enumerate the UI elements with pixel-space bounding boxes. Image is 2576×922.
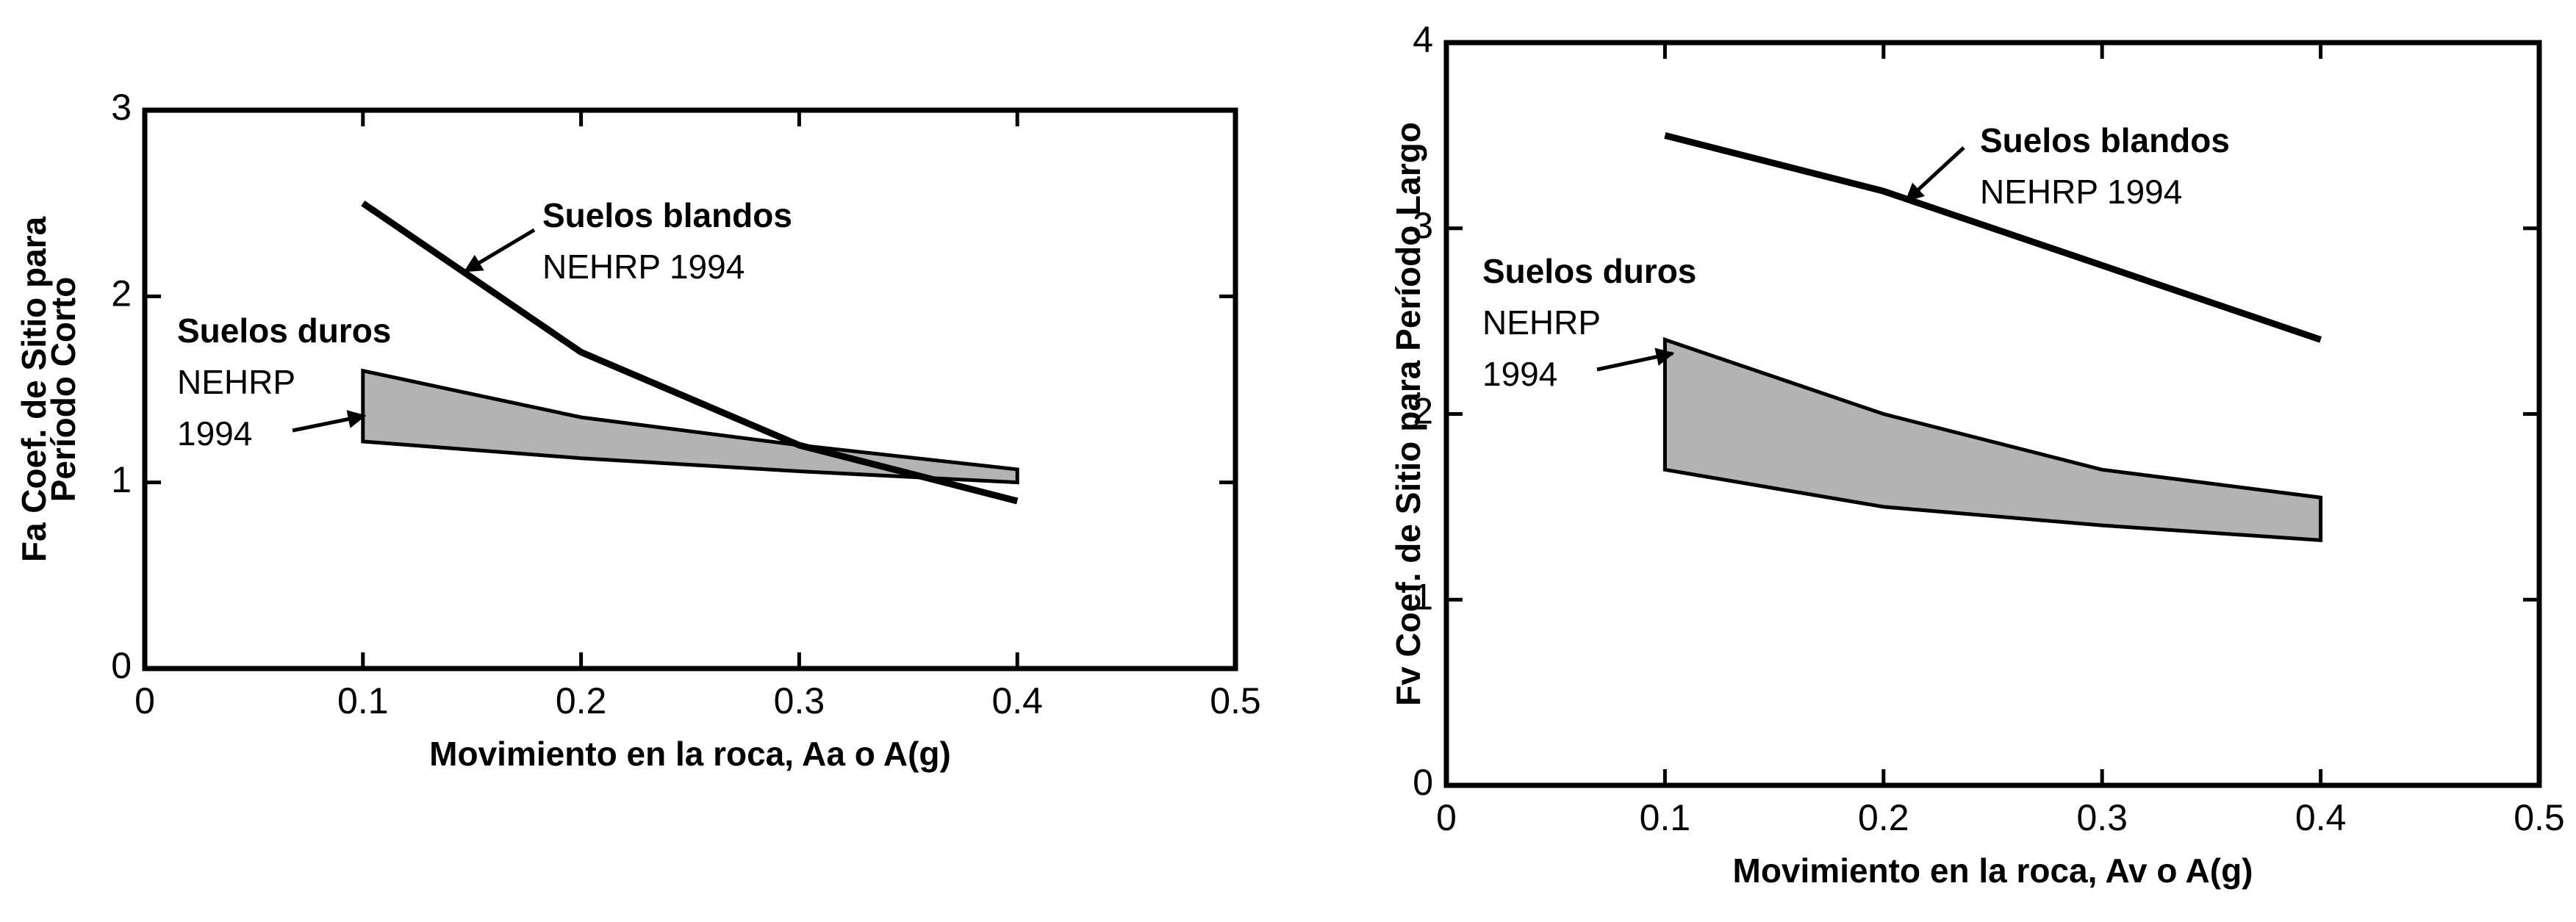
y-tick-label: 3 <box>111 87 132 128</box>
plot-frame <box>142 107 1238 671</box>
y-tick-label: 2 <box>1413 391 1433 432</box>
y-tick-label: 2 <box>111 273 132 314</box>
annotation: Suelos blandos <box>542 196 792 234</box>
x-tick-label: 0.2 <box>1858 797 1909 838</box>
x-tick-label: 0.4 <box>991 680 1043 721</box>
annotation-arrow <box>292 410 367 433</box>
x-tick-label: 0.1 <box>1640 797 1691 838</box>
y-axis-label: Período Corto <box>44 277 82 503</box>
line <box>1664 132 2322 343</box>
x-tick-label: 0.3 <box>774 680 825 721</box>
annotation: 1994 <box>177 414 252 453</box>
y-tick-label: 3 <box>1413 205 1433 246</box>
band <box>1662 336 2323 543</box>
x-tick-label: 0.4 <box>2295 797 2347 838</box>
x-tick-label: 0.5 <box>1210 680 1261 721</box>
line <box>361 200 1019 505</box>
band <box>361 368 1019 485</box>
x-tick-label: 0.2 <box>556 680 607 721</box>
annotation: 1994 <box>1482 355 1557 393</box>
x-tick-label: 0.5 <box>2514 797 2565 838</box>
y-tick-label: 4 <box>1413 19 1433 60</box>
x-axis-label: Movimiento en la roca, Av o A(g) <box>1733 851 2253 890</box>
x-tick-label: 0 <box>1436 797 1457 838</box>
annotation: NEHRP <box>1482 303 1601 342</box>
annotation: Suelos duros <box>177 311 391 350</box>
annotation: NEHRP 1994 <box>1980 173 2182 211</box>
y-axis-label: Fa Coef. de Sitio para <box>15 216 53 562</box>
annotation: NEHRP 1994 <box>542 248 745 286</box>
annotation-arrow <box>1596 347 1675 372</box>
x-tick-label: 0.1 <box>337 680 389 721</box>
annotation: Suelos blandos <box>1980 121 2230 159</box>
x-axis-label: Movimiento en la roca, Aa o A(g) <box>429 735 951 773</box>
x-tick-label: 0 <box>134 680 155 721</box>
annotation-arrow <box>463 228 536 273</box>
annotation-arrow <box>1905 146 1965 202</box>
y-tick-label: 1 <box>1413 576 1433 617</box>
y-tick-label: 0 <box>1413 762 1433 803</box>
annotation: NEHRP <box>177 363 295 401</box>
x-tick-label: 0.3 <box>2076 797 2128 838</box>
y-axis-label: Fv Coef. de Sitio para Período Largo <box>1389 122 1427 706</box>
y-tick-label: 0 <box>111 645 132 686</box>
y-tick-label: 1 <box>111 459 132 500</box>
annotation: Suelos duros <box>1482 252 1696 290</box>
